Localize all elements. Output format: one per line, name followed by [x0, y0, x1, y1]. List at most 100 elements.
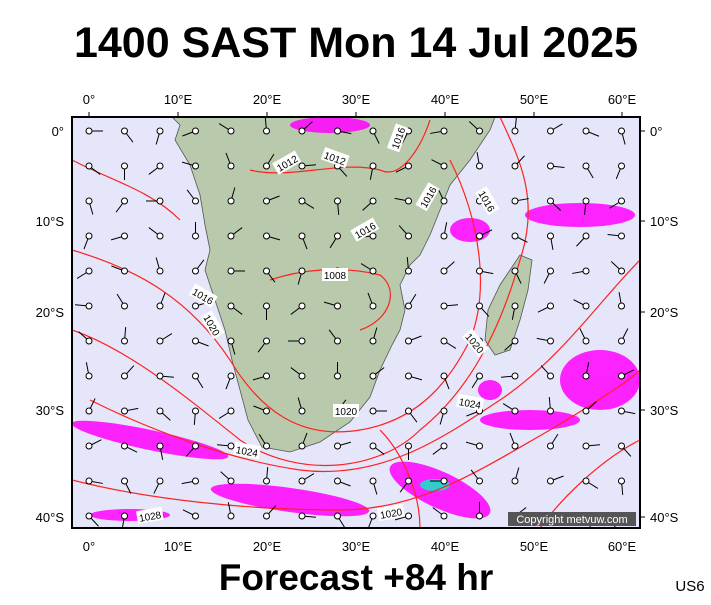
barb-station — [547, 442, 554, 450]
barb-station — [334, 512, 341, 520]
isobar-label-box — [376, 503, 405, 522]
barb-station — [369, 477, 377, 485]
barb-station — [476, 162, 483, 170]
isobar-label-box — [475, 186, 500, 216]
lon-label-top: 20°E — [253, 92, 282, 107]
lon-label-top: 10°E — [164, 92, 193, 107]
barb-station — [121, 372, 128, 380]
barb-station — [192, 477, 199, 485]
barb-station — [85, 407, 93, 415]
barb-station — [263, 267, 270, 275]
barb-station — [85, 162, 93, 170]
barb-station — [334, 302, 341, 310]
barb-station — [85, 372, 93, 380]
barb-station — [405, 337, 412, 345]
barb-station — [192, 127, 199, 135]
barb-station — [476, 127, 483, 135]
barb-station — [618, 477, 625, 485]
barb-station — [405, 372, 412, 380]
barb-station — [192, 302, 199, 310]
barb-station — [121, 232, 128, 240]
barb-station — [192, 512, 199, 520]
lat-label-right: 10°S — [650, 214, 679, 229]
isobar-label-box — [135, 506, 164, 525]
barb-station — [85, 337, 93, 345]
barb-station — [192, 337, 199, 345]
barb-station — [298, 197, 306, 205]
barb-station — [298, 232, 306, 240]
barb-station — [369, 232, 377, 240]
barb-station — [440, 302, 448, 310]
barb-station — [582, 127, 590, 135]
isobar-label: 1028 — [135, 506, 164, 525]
barb-station — [476, 477, 483, 485]
barb-station — [405, 442, 412, 450]
barb-station — [440, 127, 448, 135]
barb-station — [227, 267, 235, 275]
barb-station — [547, 232, 554, 240]
barb-station — [405, 197, 412, 205]
isobar-label: 1024 — [456, 393, 485, 412]
wind-barbs — [75, 117, 636, 528]
barb-station — [227, 407, 235, 415]
barb-station — [298, 372, 306, 380]
barb-station — [85, 267, 93, 275]
barb-station — [156, 127, 164, 135]
isobar-label-text: 1020 — [335, 407, 358, 418]
barb-station — [440, 267, 448, 275]
barb-station — [156, 302, 164, 310]
barb-station — [227, 127, 235, 135]
barb-station — [582, 442, 590, 450]
barb-station — [298, 127, 306, 135]
copyright: Copyright metvuw.com — [516, 514, 627, 526]
barb-station — [582, 302, 590, 310]
barb-station — [476, 372, 483, 380]
barb-station — [227, 337, 235, 345]
barb-station — [547, 197, 554, 205]
madagascar-land — [484, 254, 533, 356]
barb-station — [582, 372, 590, 380]
isobar-label-box — [320, 146, 350, 169]
lon-label-bottom: 20°E — [253, 539, 282, 554]
barb-station — [227, 162, 235, 170]
barb-station — [369, 407, 377, 415]
barb-station — [263, 337, 270, 345]
barb-station — [369, 197, 377, 205]
barb-station — [511, 407, 519, 415]
isobar-label: 1024 — [233, 441, 262, 460]
barb-station — [547, 337, 554, 345]
barb-station — [121, 477, 128, 485]
barb-station — [405, 267, 412, 275]
isobar-label-box — [386, 123, 409, 153]
barb-station — [511, 232, 519, 240]
isobar-label: 1020 — [376, 503, 405, 522]
barb-station — [618, 442, 625, 450]
lon-label-bottom: 40°E — [431, 539, 460, 554]
barb-station — [227, 477, 235, 485]
isobar-label-box — [462, 328, 489, 357]
barb-station — [582, 337, 590, 345]
barb-station — [476, 232, 483, 240]
barb-station — [547, 372, 554, 380]
barb-station — [85, 442, 93, 450]
lat-label-left: 40°S — [36, 510, 65, 525]
barb-station — [547, 302, 554, 310]
barb-station — [298, 302, 306, 310]
barb-station — [263, 127, 270, 135]
barb-station — [227, 372, 235, 380]
barb-station — [298, 162, 306, 170]
barb-station — [121, 512, 128, 520]
barb-station — [582, 267, 590, 275]
barb-station — [405, 302, 412, 310]
barb-station — [263, 407, 270, 415]
isobars — [72, 117, 640, 528]
isobar-label-text: 1024 — [458, 397, 482, 412]
barb-station — [618, 162, 625, 170]
isobar-label-text: 1024 — [235, 445, 259, 460]
barb-station — [618, 267, 625, 275]
barb-station — [334, 372, 341, 380]
barb-station — [192, 162, 199, 170]
barb-station — [298, 512, 306, 520]
barb-station — [192, 197, 199, 205]
